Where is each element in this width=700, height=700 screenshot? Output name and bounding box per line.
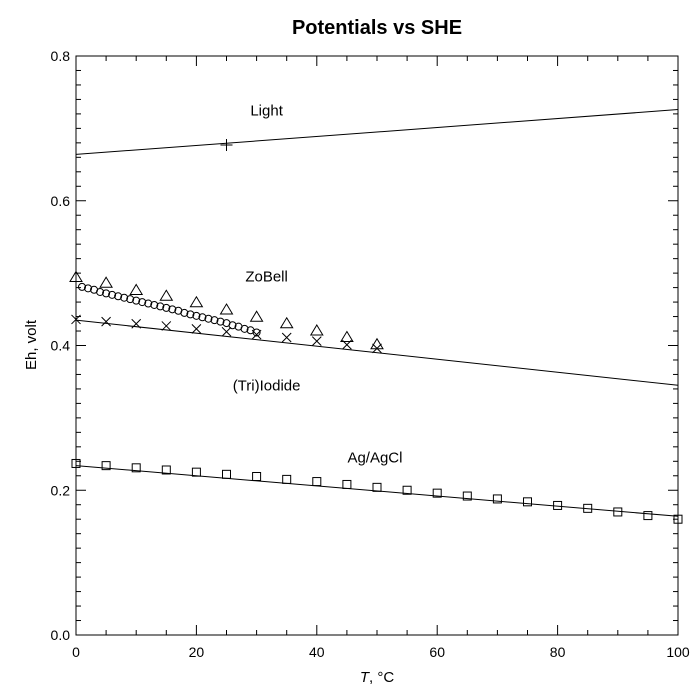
square-marker [643, 511, 653, 521]
circle-marker [96, 287, 105, 296]
x-tick-label: 60 [429, 644, 445, 660]
circle-marker [132, 296, 141, 305]
x-axis-label-unit: , °C [369, 669, 394, 686]
x-tick-label: 100 [666, 644, 690, 660]
square-marker [402, 485, 412, 495]
triangle-marker [129, 283, 144, 295]
chart-title: Potentials vs SHE [292, 17, 462, 39]
circle-marker [186, 310, 195, 319]
y-axis-label: Eh, volt [23, 319, 40, 370]
square-marker [673, 514, 683, 524]
square-marker [553, 500, 563, 510]
circle-marker [144, 299, 153, 308]
square-marker [372, 482, 382, 492]
circle-marker [138, 298, 147, 307]
square-marker [191, 467, 201, 477]
square-marker [523, 497, 532, 507]
triangle-marker [340, 330, 354, 343]
triangle-marker [189, 295, 204, 308]
square-marker [432, 488, 442, 498]
plus-marker [220, 139, 233, 152]
circle-marker [126, 295, 135, 304]
x-axis-label: T, °C [360, 669, 395, 686]
triangle-marker [219, 303, 234, 315]
fit-line [75, 319, 679, 386]
x-marker [311, 336, 322, 347]
series-annotation: Light [250, 102, 283, 119]
square-marker [131, 463, 141, 473]
square-marker [282, 474, 292, 484]
circle-marker [216, 317, 225, 326]
y-tick-label: 0.2 [51, 482, 71, 498]
x-marker [161, 321, 172, 331]
series-annotation: Ag/AgCl [347, 450, 402, 467]
square-marker [613, 507, 623, 517]
x-marker [281, 332, 292, 343]
x-marker [101, 316, 111, 327]
square-marker [342, 479, 352, 489]
circle-marker [240, 324, 249, 333]
circle-marker [150, 300, 159, 309]
circle-marker [210, 316, 219, 325]
triangle-marker [159, 289, 174, 301]
square-marker [312, 477, 322, 487]
series-annotation: ZoBell [245, 269, 288, 286]
x-marker [71, 314, 81, 325]
x-axis-ticks: 0 20 40 60 80 100 [72, 56, 690, 660]
circle-marker [108, 290, 117, 299]
x-axis-label-var: T [360, 669, 371, 686]
y-tick-label: 0.6 [51, 193, 71, 209]
data-markers [69, 139, 683, 524]
x-marker [342, 339, 352, 350]
square-marker [252, 471, 262, 481]
square-marker [101, 461, 111, 471]
square-marker [462, 491, 472, 501]
square-marker [222, 469, 231, 479]
circle-marker [228, 321, 237, 330]
circle-marker [252, 328, 261, 337]
circle-marker [120, 293, 129, 302]
circle-marker [84, 284, 93, 293]
triangle-marker [309, 324, 324, 336]
x-marker [372, 343, 382, 354]
triangle-marker [249, 310, 264, 322]
circle-marker [204, 314, 213, 323]
square-marker [71, 458, 81, 468]
square-marker [161, 465, 171, 475]
circle-marker [102, 289, 111, 298]
y-axis-ticks: 0.0 0.2 0.4 0.6 0.8 [51, 48, 678, 643]
y-tick-label: 0.0 [51, 627, 71, 643]
circle-marker [162, 303, 171, 312]
circle-marker [192, 311, 201, 320]
annotations: Light ZoBell (Tri)Iodide Ag/AgCl [233, 102, 403, 466]
x-marker [221, 326, 232, 337]
x-tick-label: 80 [550, 644, 566, 660]
circle-marker [168, 305, 177, 314]
x-tick-label: 0 [72, 644, 80, 660]
series-annotation: (Tri)Iodide [233, 377, 301, 394]
x-tick-label: 20 [189, 644, 205, 660]
circle-marker [114, 292, 123, 301]
square-marker [583, 503, 593, 513]
square-marker [492, 494, 502, 504]
circle-marker [156, 302, 165, 311]
x-tick-label: 40 [309, 644, 325, 660]
x-marker [191, 324, 202, 334]
x-marker [251, 329, 262, 340]
triangle-marker [69, 270, 83, 282]
x-marker [131, 318, 142, 329]
circle-marker [78, 282, 87, 291]
circle-marker [180, 308, 189, 317]
triangle-marker [99, 276, 113, 288]
circle-marker [198, 313, 207, 322]
fit-line [75, 109, 679, 155]
y-tick-label: 0.4 [51, 338, 71, 354]
triangle-marker [279, 316, 294, 329]
y-tick-label: 0.8 [51, 48, 71, 64]
